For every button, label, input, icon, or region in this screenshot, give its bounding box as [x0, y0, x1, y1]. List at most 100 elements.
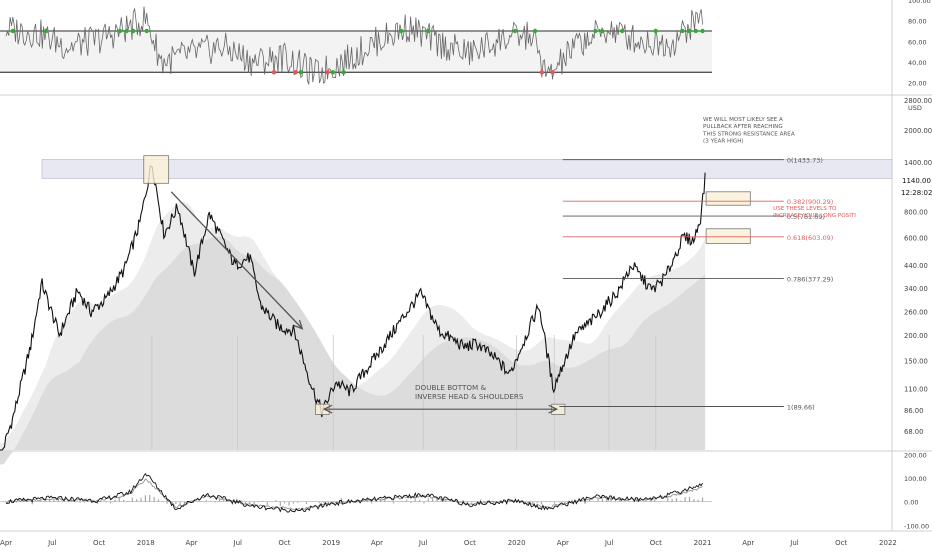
- annotation-pullback-line: WE WILL MOST LIKELY SEE A: [703, 117, 783, 123]
- time-tick-label: Apr: [0, 539, 12, 547]
- time-tick-label: Apr: [742, 539, 754, 547]
- rsi-tick-label: 60.00: [908, 38, 927, 46]
- current-price-badge: [893, 174, 932, 187]
- price-tick-label: 110.00: [904, 385, 928, 393]
- time-tick-label: Apr: [557, 539, 569, 547]
- time-tick-label: Jul: [233, 539, 243, 547]
- rsi-tick-label: 100.00: [908, 0, 931, 5]
- time-tick-label: 2018: [137, 539, 155, 547]
- time-tick-label: Oct: [650, 539, 662, 547]
- rsi-oversold-marker: [271, 70, 277, 75]
- time-tick-label: Oct: [835, 539, 847, 547]
- rsi-overbought-marker: [619, 28, 625, 34]
- price-tick-label: 1400.00: [904, 159, 932, 167]
- fib-level-label: 0(1433.73): [787, 157, 823, 165]
- annotation-pattern-line: DOUBLE BOTTOM &: [415, 383, 486, 392]
- annotation-pullback-line: PULLBACK AFTER REACHING: [703, 124, 783, 130]
- price-tick-label: 260.00: [904, 309, 928, 317]
- annotation-levels-line: INCREASE YOUR LONG POSITI: [773, 213, 856, 219]
- rsi-overbought-marker: [700, 28, 705, 34]
- price-tick-label: 150.00: [904, 358, 928, 366]
- time-tick-label: Oct: [93, 539, 105, 547]
- rsi-overbought-marker: [124, 28, 129, 34]
- annotation-levels-line: USE THESE LEVELS TO: [773, 206, 837, 212]
- rsi-tick-label: 40.00: [908, 59, 927, 67]
- osc-tick-label: -100.00: [904, 522, 929, 530]
- current-time-label: 12:28:02: [901, 189, 932, 197]
- price-tick-label: 800.00: [904, 209, 928, 217]
- rsi-overbought-marker: [532, 28, 538, 34]
- double-bottom-arrow-head-right: [548, 404, 559, 414]
- time-tick-label: 2022: [879, 539, 897, 547]
- rsi-tick-label: 80.00: [908, 18, 927, 26]
- fib-level-label: 0.786(377.29): [787, 276, 833, 284]
- rsi-overbought-marker: [599, 28, 605, 34]
- rsi-oversold-marker: [539, 70, 545, 75]
- rsi-overbought-marker: [44, 28, 49, 34]
- price-panel: 0(1433.73) 0.382(900.29) 0.5(761.69) 0.618(…: [0, 117, 893, 465]
- fib-382-box: [705, 191, 751, 206]
- annotation-pattern-line: INVERSE HEAD & SHOULDERS: [415, 392, 524, 401]
- fib-level-label: 1(89.66): [787, 403, 815, 411]
- time-tick-label: Jul: [418, 539, 428, 547]
- time-tick-label: Oct: [464, 539, 476, 547]
- downtrend-arrow-line: [170, 191, 303, 330]
- double-bottom-arrow-head-left: [322, 404, 333, 414]
- price-tick-label: 2800.00: [904, 97, 932, 105]
- price-tick-label: 340.00: [904, 285, 928, 293]
- rsi-tick-label: 20.00: [908, 80, 927, 88]
- rsi-overbought-marker: [693, 28, 699, 34]
- time-tick-label: Apr: [185, 539, 197, 547]
- rsi-overbought-marker: [10, 28, 15, 34]
- time-tick-label: Jul: [789, 539, 799, 547]
- panel-backgrounds: [0, 0, 932, 532]
- rsi-oversold-marker: [550, 70, 555, 75]
- time-tick-label: Oct: [278, 539, 290, 547]
- price-tick-label: 68.00: [904, 428, 923, 436]
- fib-level-label: 0.618(603.09): [787, 234, 833, 242]
- price-series-line: [0, 165, 706, 451]
- rsi-overbought-marker: [399, 28, 404, 34]
- rsi-overbought-marker: [144, 28, 149, 34]
- price-tick-label: 600.00: [904, 234, 928, 242]
- rsi-overbought-marker: [686, 28, 692, 34]
- rsi-overbought-marker: [425, 28, 431, 34]
- rsi-overbought-marker: [131, 28, 136, 34]
- annotation-pullback-line: THIS STRONG RESISTANCE AREA: [702, 131, 795, 137]
- time-tick-label: Jul: [604, 539, 614, 547]
- price-tick-label: 2000.00: [904, 127, 932, 135]
- rsi-oversold-marker: [298, 70, 303, 75]
- price-tick-label: 440.00: [904, 262, 928, 270]
- rsi-series-line: [5, 6, 703, 85]
- rsi-overbought-marker: [117, 28, 123, 34]
- annotation-pullback-line: (3 YEAR HIGH): [703, 139, 744, 145]
- rsi-overbought-marker: [593, 28, 598, 34]
- resistance-zone: [41, 159, 893, 179]
- rsi-oversold-marker: [341, 70, 346, 75]
- fib-level-label: 0.5(761.69): [787, 213, 825, 221]
- time-tick-label: 2020: [508, 539, 526, 547]
- osc-tick-label: 200.00: [904, 451, 927, 459]
- price-tick-label: 86.00: [904, 407, 923, 415]
- rsi-overbought-marker: [653, 28, 658, 34]
- rsi-overbought-marker: [680, 28, 685, 34]
- osc-tick-label: 100.00: [904, 475, 927, 483]
- ma-band-inner: [0, 236, 706, 465]
- rsi-oversold-marker: [330, 70, 336, 75]
- osc-tick-label: 0.00: [904, 499, 918, 507]
- time-tick-label: 2021: [694, 539, 712, 547]
- downtrend-arrow-head: [293, 319, 304, 330]
- rsi-oversold-marker: [293, 70, 298, 75]
- rsi-panel: [0, 6, 712, 85]
- top-highlight-box: [143, 155, 170, 184]
- osc-main-line: [5, 473, 703, 513]
- oscillator-panel: [0, 473, 712, 513]
- time-tick-label: 2019: [322, 539, 340, 547]
- fib-618-box: [705, 228, 751, 244]
- time-tick-label: Jul: [47, 539, 57, 547]
- fib-level-label: 0.382(900.29): [787, 198, 833, 206]
- current-price-label: 1140.00: [902, 177, 931, 185]
- price-unit-label: USD: [908, 104, 922, 112]
